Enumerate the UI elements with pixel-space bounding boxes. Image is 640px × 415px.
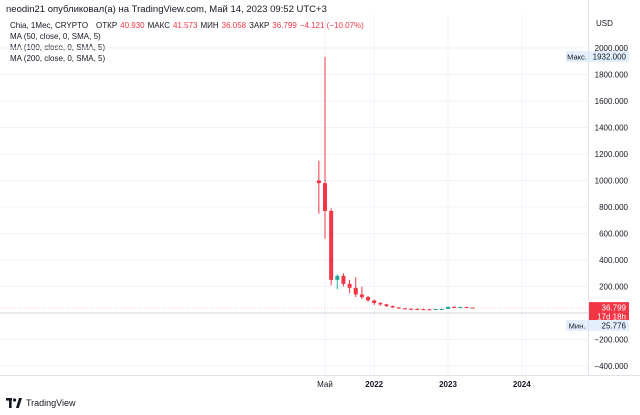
candle-body bbox=[439, 308, 444, 310]
candle-body bbox=[446, 306, 450, 309]
last-price-value: 36.799 bbox=[602, 304, 627, 313]
brand-name: TradingView bbox=[26, 398, 76, 408]
candle-body bbox=[458, 307, 463, 309]
x-tick-label: 2024 bbox=[513, 380, 531, 389]
legend-high-value: 41.573 bbox=[172, 21, 198, 30]
y-tick-label: 600.000 bbox=[599, 230, 628, 239]
candle-body bbox=[341, 275, 346, 284]
legend-open-label: ОТКР bbox=[96, 21, 118, 30]
y-tick-label: 1400.000 bbox=[595, 124, 629, 133]
candle-body bbox=[323, 183, 327, 211]
legend-low-label: МИН bbox=[200, 21, 219, 30]
max-value-bg bbox=[589, 51, 629, 63]
published-line: neodin21 опубликовал(а) на TradingView.c… bbox=[6, 4, 327, 15]
y-tick-label: 2000.000 bbox=[595, 44, 629, 53]
x-tick-label: 2022 bbox=[365, 380, 383, 389]
y-tick-label: −400.000 bbox=[594, 362, 628, 371]
max-badge-label: Макс. bbox=[567, 53, 587, 62]
max-badge-bg bbox=[566, 51, 588, 63]
tradingview-logo-icon bbox=[6, 398, 22, 408]
candle-body bbox=[384, 304, 389, 307]
max-value-label: 1932.000 bbox=[593, 53, 627, 62]
y-tick-label: 1000.000 bbox=[595, 177, 629, 186]
y-tick-label: 1600.000 bbox=[595, 97, 629, 106]
min-value-label: 25.776 bbox=[602, 322, 627, 331]
min-badge-bg bbox=[566, 320, 588, 331]
min-badge-label: Мин. bbox=[569, 322, 586, 331]
legend-low-value: 36.058 bbox=[221, 21, 247, 30]
candle-body bbox=[396, 307, 401, 309]
legend-open-value: 40.930 bbox=[120, 21, 145, 30]
legend-close-label: ЗАКР bbox=[249, 21, 270, 30]
candle-body bbox=[359, 294, 364, 298]
candle-body bbox=[409, 308, 414, 310]
price-chart[interactable]: USD 2000.000 1800.000 1600.000 1400.000 1200.… bbox=[0, 0, 640, 395]
legend-ohlc-row: Chia, 1Мес, CRYPTO ОТКР 40.930 МАКС 41.573… bbox=[10, 20, 364, 31]
candle-body bbox=[316, 180, 321, 184]
candle-body bbox=[335, 275, 340, 280]
candle-body bbox=[421, 309, 426, 311]
y-tick-label: 1800.000 bbox=[595, 71, 629, 80]
legend-indicator-ma50[interactable]: MA (50, close, 0, SMA, 5) bbox=[10, 31, 364, 42]
legend-indicator-label: MA (50, close, 0, SMA, 5) bbox=[10, 32, 101, 41]
y-tick-label: 800.000 bbox=[599, 203, 628, 212]
candle-body bbox=[415, 309, 420, 311]
legend-change: −4.121 (−10.07%) bbox=[299, 21, 364, 30]
last-price-badge bbox=[589, 302, 629, 323]
legend-indicator-ma200[interactable]: MA (200, close, 0, SMA, 5) bbox=[10, 53, 364, 64]
x-tick-label: Май bbox=[317, 380, 333, 389]
candle-body bbox=[452, 306, 457, 308]
legend-close-value: 36.799 bbox=[272, 21, 297, 30]
footer: TradingView bbox=[6, 398, 76, 408]
min-value-bg bbox=[589, 320, 629, 331]
candle-body bbox=[329, 210, 334, 280]
axis-currency: USD bbox=[596, 19, 613, 28]
legend-symbol[interactable]: Chia, 1Мес, CRYPTO bbox=[10, 21, 89, 30]
y-tick-label: −200.000 bbox=[594, 336, 628, 345]
candle-body bbox=[402, 308, 407, 310]
candle-body bbox=[464, 307, 469, 309]
y-tick-label: 1200.000 bbox=[595, 150, 629, 159]
countdown-value: 17d 18h bbox=[597, 313, 626, 322]
candle-body bbox=[347, 283, 352, 288]
candle-body bbox=[427, 309, 432, 311]
x-tick-label: 2023 bbox=[439, 380, 457, 389]
candle-body bbox=[353, 287, 358, 295]
candle-body bbox=[372, 300, 377, 304]
candle-body bbox=[366, 297, 371, 301]
y-tick-label: 400.000 bbox=[599, 256, 628, 265]
candle-body bbox=[390, 306, 395, 308]
legend-high-label: МАКС bbox=[147, 21, 170, 30]
candle-body bbox=[378, 303, 383, 305]
candle-body bbox=[470, 307, 475, 309]
candle-body bbox=[433, 309, 438, 311]
legend-indicator-label: MA (200, close, 0, SMA, 5) bbox=[10, 54, 106, 63]
y-tick-label: 200.000 bbox=[599, 283, 628, 292]
